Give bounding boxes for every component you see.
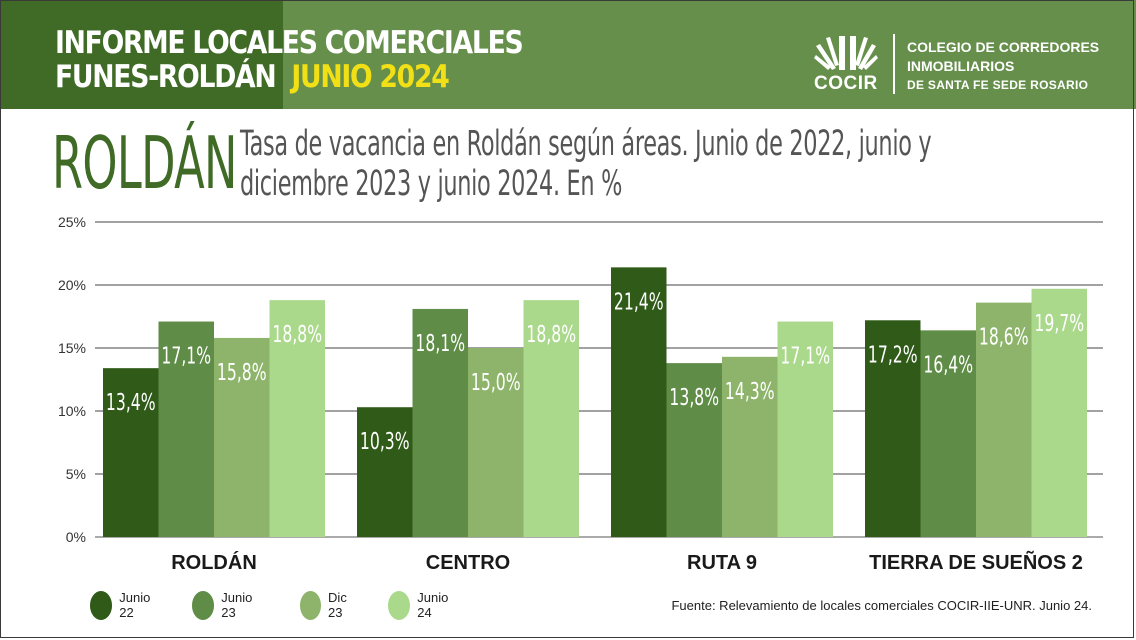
x-category-label: RUTA 9 — [687, 552, 757, 574]
report-title-line-1: INFORME LOCALES COMERCIALES — [55, 25, 524, 61]
bar — [865, 320, 921, 537]
x-category-label: CENTRO — [426, 552, 510, 574]
report-title-line-2: FUNES-ROLDÁN JUNIO 2024 — [55, 60, 522, 94]
bar — [523, 300, 579, 537]
bar — [666, 363, 722, 537]
bar — [357, 407, 413, 537]
source-note: Fuente: Relevamiento de locales comercia… — [671, 598, 1092, 613]
bar-value-label: 17,1% — [161, 342, 211, 369]
legend-label: Dic 23 — [328, 590, 347, 620]
bar-value-label: 18,8% — [526, 321, 576, 348]
bar-value-label: 19,7% — [1034, 310, 1084, 337]
report-title: INFORME LOCALES COMERCIALES FUNES-ROLDÁN… — [55, 25, 524, 94]
bar-value-label: 16,4% — [923, 351, 973, 378]
bar — [976, 302, 1032, 537]
x-category-label: ROLDÁN — [171, 551, 257, 574]
bar-value-label: 15,8% — [217, 359, 267, 386]
org-line-1: COLEGIO DE CORREDORES — [907, 39, 1100, 55]
logo-divider — [893, 34, 895, 94]
bar-value-label: 10,3% — [360, 428, 410, 455]
legend-item: Junio 23 — [192, 590, 259, 620]
bar — [269, 300, 325, 537]
y-tick-label: 25% — [58, 214, 86, 230]
legend-label: Junio 22 — [119, 590, 151, 620]
header-title-block — [0, 0, 283, 109]
legend-item: Junio 24 — [388, 590, 455, 620]
legend-swatch — [388, 590, 411, 620]
bar — [777, 321, 833, 537]
bar-value-label: 18,1% — [415, 330, 465, 357]
bar — [1031, 288, 1087, 537]
bar — [722, 356, 778, 537]
y-tick-label: 15% — [58, 340, 86, 356]
y-tick-label: 10% — [58, 403, 86, 419]
y-tick-label: 5% — [66, 466, 86, 482]
cocir-logo-icon — [814, 36, 878, 70]
org-line-3: DE SANTA FE SEDE ROSARIO — [907, 78, 1089, 92]
legend-swatch — [90, 590, 113, 620]
bar — [103, 368, 159, 537]
bar — [158, 321, 214, 537]
bar — [412, 308, 468, 537]
bar-value-label: 14,3% — [725, 378, 775, 405]
y-tick-label: 0% — [66, 529, 86, 545]
bar-value-label: 18,6% — [979, 324, 1029, 351]
logo-text: COCIR — [814, 73, 878, 94]
report-header: INFORME LOCALES COMERCIALES FUNES-ROLDÁN… — [0, 0, 1136, 109]
bar-value-label: 13,4% — [106, 389, 156, 416]
legend-item: Junio 22 — [90, 590, 157, 620]
bar-value-label: 17,1% — [780, 342, 830, 369]
legend-label: Junio 24 — [417, 590, 449, 620]
chart-title: Tasa de vacancia en Roldán según áreas. … — [240, 124, 932, 204]
bar-chart: 0%5%10%15%20%25%13,4%17,1%15,8%18,8%ROLD… — [58, 214, 1103, 574]
page-title: ROLDÁN — [52, 121, 237, 205]
organization-name: COLEGIO DE CORREDORES INMOBILIARIOS DE S… — [907, 38, 1099, 95]
bar-value-label: 13,8% — [669, 384, 719, 411]
legend-swatch — [300, 590, 322, 620]
bar — [468, 348, 524, 537]
report-title-location: FUNES-ROLDÁN — [55, 59, 277, 95]
bar-value-label: 17,2% — [868, 341, 918, 368]
bar-value-label: 15,0% — [471, 369, 521, 396]
bar — [920, 330, 976, 537]
report-title-date: JUNIO 2024 — [291, 59, 449, 95]
x-category-label: TIERRA DE SUEÑOS 2 — [869, 551, 1083, 574]
bar — [611, 267, 667, 537]
bar-value-label: 18,8% — [272, 321, 322, 348]
legend-label: Junio 23 — [221, 590, 253, 620]
org-line-2: INMOBILIARIOS — [907, 58, 1015, 74]
legend-swatch — [192, 590, 215, 620]
legend-item: Dic 23 — [300, 590, 355, 620]
bar-value-label: 21,4% — [614, 288, 664, 315]
y-tick-label: 20% — [58, 277, 86, 293]
bar — [214, 337, 270, 537]
